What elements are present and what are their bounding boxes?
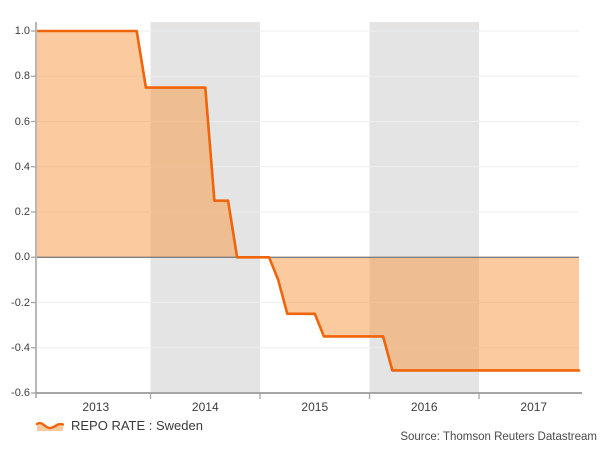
series-line [34,29,581,372]
y-axis-tick-label: -0.4 [11,341,30,354]
series-area [36,31,579,371]
source-attribution: Source: Thomson Reuters Datastream [400,431,597,443]
y-axis-tick-label: -0.6 [11,387,30,399]
x-axis-year-label: 2015 [301,400,329,414]
y-axis-tick-label: 0.0 [14,251,30,264]
x-axis-year-label: 2014 [191,400,219,414]
y-axis-tick-label: 0.2 [14,206,30,219]
y-axis-tick-label: 0.6 [14,115,30,128]
x-axis-year-label: 2017 [520,400,548,414]
area-series-legend-icon [36,421,64,431]
y-axis-tick-label: 1.0 [14,25,30,38]
x-axis-year-label: 2013 [82,400,110,414]
y-axis-tick-label: 0.8 [14,70,30,83]
x-axis-year-label: 2016 [410,400,438,414]
legend-label: REPO RATE : Sweden [71,418,203,433]
y-axis-tick-label: -0.2 [11,296,30,309]
legend: REPO RATE : Sweden [36,418,203,433]
y-axis-tick-label: 0.4 [14,160,30,173]
